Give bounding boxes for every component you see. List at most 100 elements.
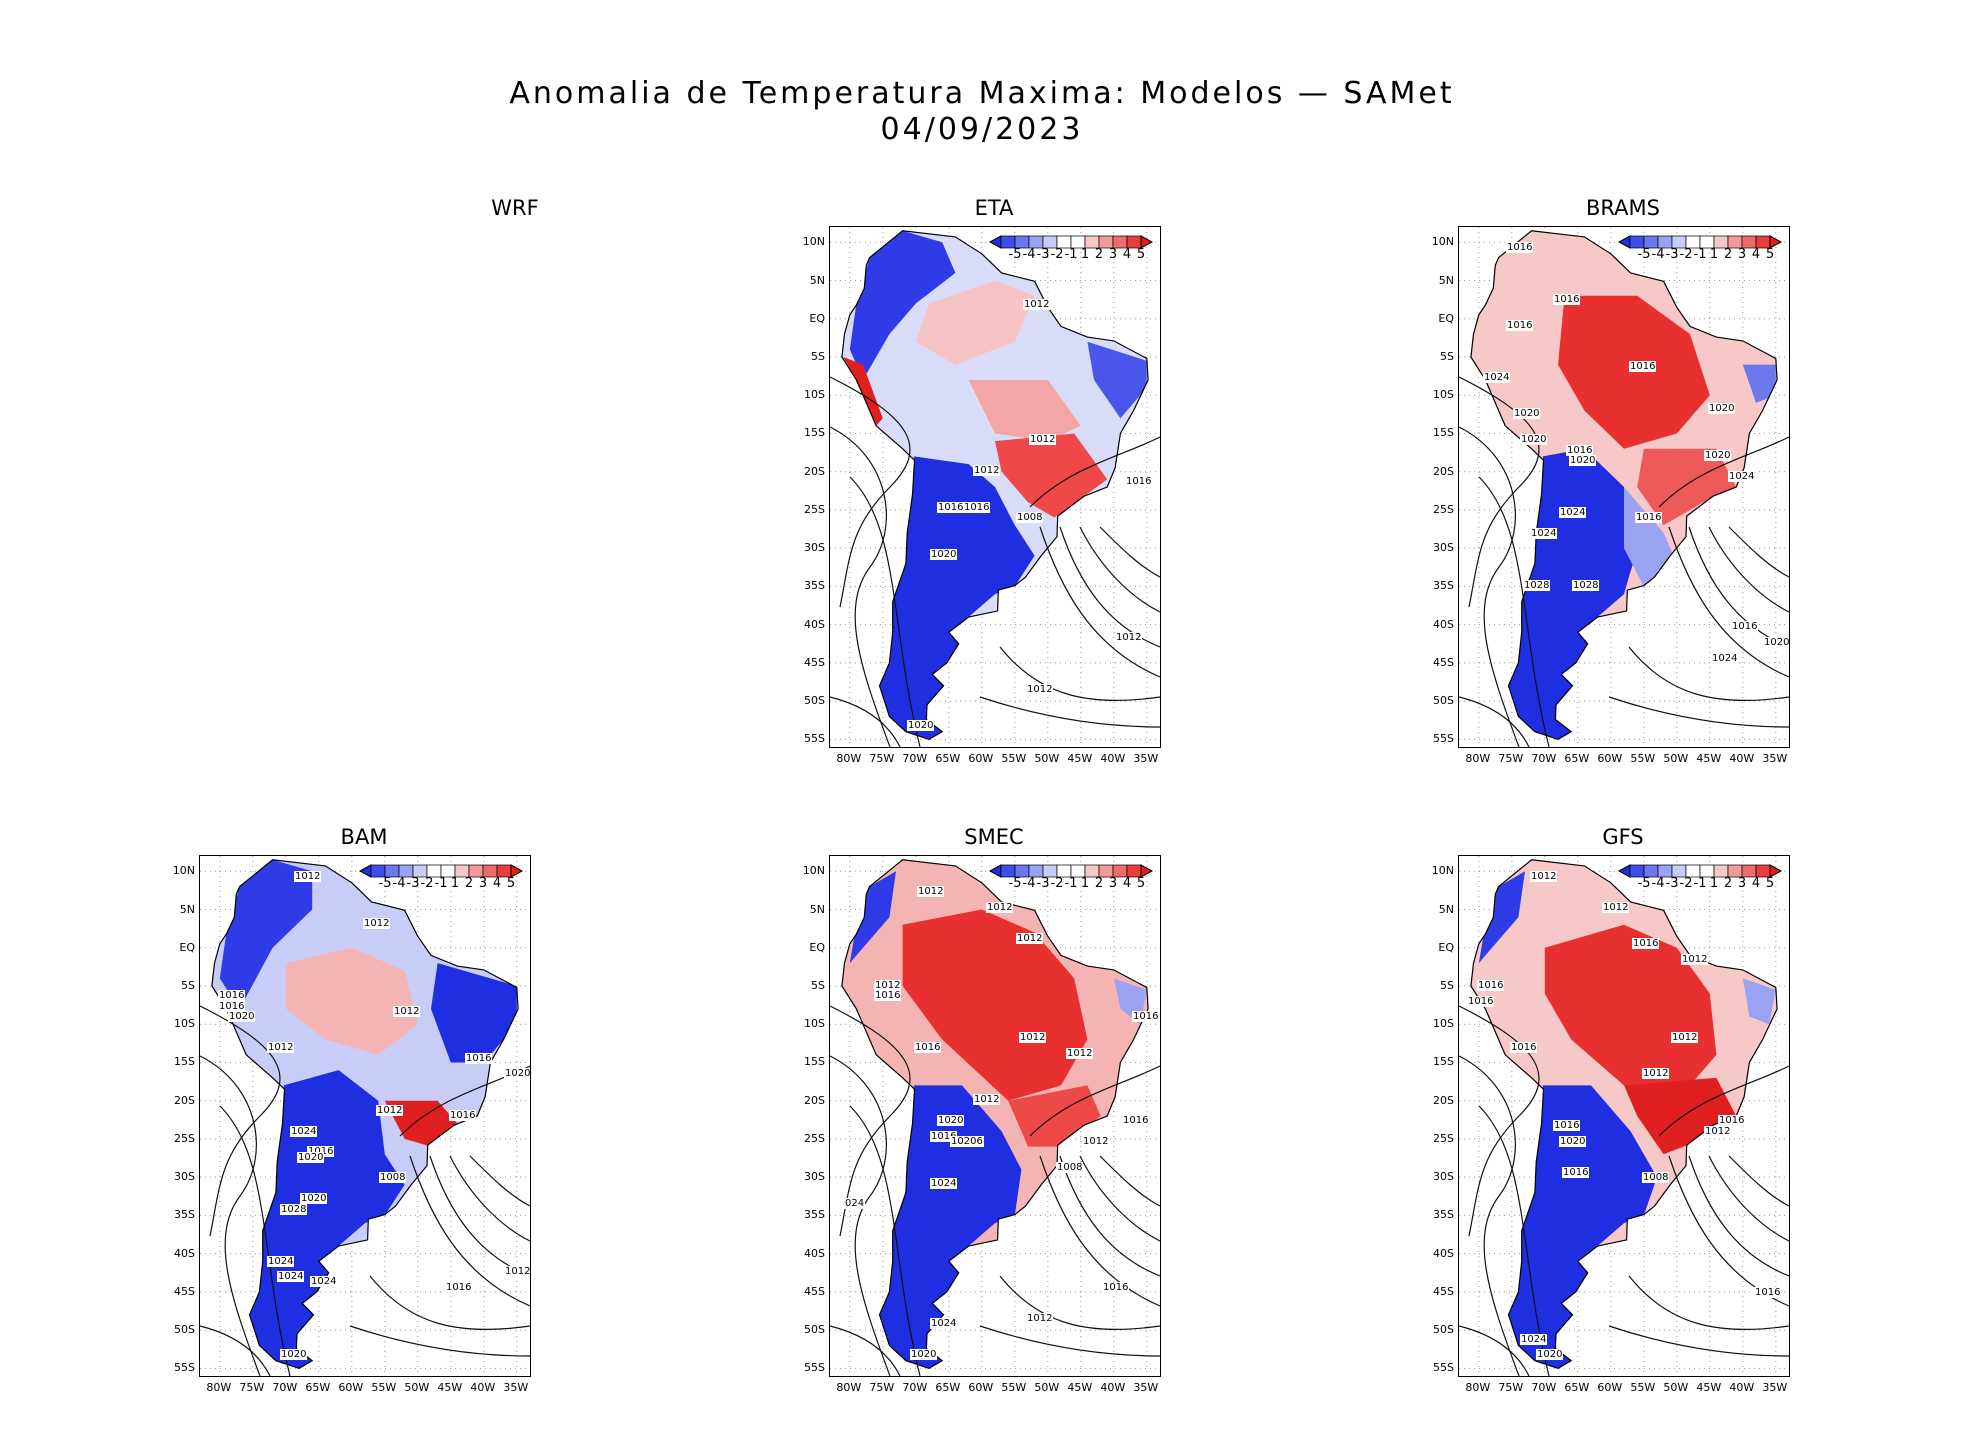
x-tick-label: 55W (1001, 1381, 1027, 1394)
colorbar-arrow-left (358, 864, 372, 878)
anomaly-region (1508, 448, 1644, 740)
isobar (830, 426, 891, 747)
isobar (1099, 526, 1160, 578)
y-tick-label: 10S (1433, 388, 1454, 402)
isobar-label: 1012 (1642, 1068, 1670, 1079)
y-tick-label: 30S (804, 541, 825, 555)
isobar (830, 1005, 911, 1237)
anomaly-region (849, 230, 956, 380)
colorbar-arrow-right (510, 864, 524, 878)
isobar-label: 1020 (1569, 455, 1597, 466)
y-tick-label: 10N (802, 864, 825, 878)
x-tick-label: 60W (338, 1381, 364, 1394)
y-tick-label: 5S (1440, 979, 1454, 992)
x-tick-label: 35W (1133, 1381, 1159, 1394)
isobar (999, 1275, 1160, 1331)
y-tick-label: 40S (804, 1246, 825, 1260)
colorbar-arrow-right (1140, 235, 1154, 249)
isobar (1029, 436, 1160, 508)
y-tick-label: 5S (181, 979, 195, 992)
isobar (1459, 1055, 1520, 1376)
figure-date: 04/09/2023 (880, 112, 1084, 147)
colorbar-label: 3 (1737, 247, 1747, 262)
isobar (1459, 1325, 1530, 1376)
colorbar-label: 4 (1122, 247, 1132, 262)
x-tick-label: 35W (503, 1381, 529, 1394)
colorbar-label: -2 (1679, 876, 1693, 891)
isobar-label: 1016 (1477, 980, 1505, 991)
y-tick-label: 5N (809, 273, 825, 287)
y-tick-label: 50S (1433, 1323, 1454, 1337)
y-tick-label: 35S (1433, 1208, 1454, 1222)
x-tick-label: 55W (1001, 752, 1027, 765)
isobar-label: 1008 (1642, 1172, 1670, 1183)
isobar-label: 1020 (1536, 1349, 1564, 1360)
x-tick-label: 65W (1564, 752, 1590, 765)
y-tick-label: 50S (174, 1323, 195, 1337)
isobar-label: 1016 (1635, 512, 1663, 523)
isobar-label: 1012 (973, 1094, 1001, 1105)
colorbar-label: 3 (1108, 247, 1118, 262)
isobar-label: 1020 (907, 720, 935, 731)
colorbar-label: -4 (1651, 876, 1665, 891)
isobar (830, 1055, 891, 1376)
isobar-label: 1012 (1082, 1136, 1110, 1147)
coastline (1470, 859, 1778, 1370)
y-tick-label: 30S (174, 1170, 195, 1184)
x-tick-label: 80W (206, 1381, 232, 1394)
isobar (369, 1275, 530, 1331)
isobar-label: 1024 (290, 1126, 318, 1137)
y-tick-label: 5N (1438, 902, 1454, 916)
x-tick-label: 75W (1498, 1381, 1524, 1394)
x-tick-label: 60W (1597, 1381, 1623, 1394)
y-tick-label: 50S (804, 1323, 825, 1337)
y-tick-label: 10S (804, 388, 825, 402)
isobar-label: 1016 (445, 1282, 473, 1293)
anomaly-region (1544, 924, 1717, 1086)
x-tick-label: 65W (935, 1381, 961, 1394)
x-tick-label: 50W (404, 1381, 430, 1394)
colorbar-label: -5 (1637, 247, 1651, 262)
y-tick-label: 25S (1433, 1131, 1454, 1145)
isobar (200, 1055, 261, 1376)
colorbar-label: -1 (434, 876, 448, 891)
colorbar-label: -3 (1665, 247, 1679, 262)
isobar-label: 1008 (1016, 512, 1044, 523)
isobar (830, 376, 911, 608)
isobar (849, 1105, 921, 1376)
isobar-label: 1020 (300, 1193, 328, 1204)
isobar (1079, 1155, 1160, 1242)
colorbar-label: 3 (1108, 876, 1118, 891)
y-tick-label: 20S (804, 1093, 825, 1107)
colorbar-label: -4 (1651, 247, 1665, 262)
anomaly-region (1508, 1085, 1657, 1369)
isobar-label: 1012 (393, 1006, 421, 1017)
x-tick-label: 50W (1663, 752, 1689, 765)
isobar (1459, 426, 1520, 747)
colorbar-label: 1 (1080, 247, 1090, 262)
isobar-label: 1016 (963, 502, 991, 513)
isobar-label: 1016 (218, 990, 246, 1001)
isobar (449, 1155, 530, 1242)
colorbar (1617, 235, 1783, 249)
isobar-label: 1024 (1728, 471, 1756, 482)
coastline (1470, 230, 1778, 741)
y-tick-label: 55S (1433, 1361, 1454, 1375)
colorbar-label: -4 (1022, 247, 1036, 262)
isobar-label: 1012 (1115, 632, 1143, 643)
isobar (999, 646, 1160, 702)
x-tick-label: 50W (1034, 752, 1060, 765)
x-tick-label: 35W (1133, 752, 1159, 765)
isobar-label: 1020 (930, 549, 958, 560)
y-tick-label: 10S (174, 1017, 195, 1031)
colorbar (1617, 864, 1783, 878)
isobar (979, 1325, 1160, 1357)
isobar-label: 1024 (1559, 507, 1587, 518)
panel-title-smec: SMEC (964, 825, 1024, 849)
x-tick-label: 45W (1696, 752, 1722, 765)
x-tick-label: 45W (1067, 1381, 1093, 1394)
isobar-label: 1016 (1132, 1011, 1160, 1022)
x-tick-label: 70W (1531, 1381, 1557, 1394)
y-tick-label: EQ (1438, 311, 1454, 325)
anomaly-region (1478, 871, 1525, 964)
